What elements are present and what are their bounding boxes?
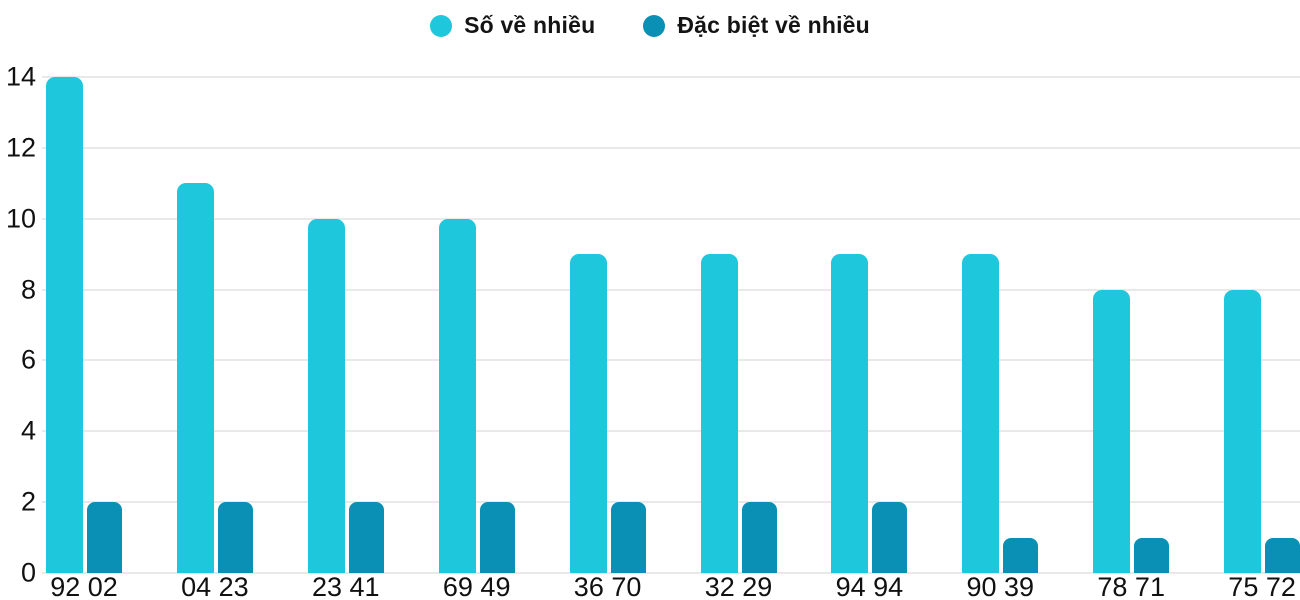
x-tick-label: 04 23 xyxy=(181,572,249,600)
bar-đặc-biệt-về-nhiều-90-39 xyxy=(1003,537,1039,573)
legend-label: Số về nhiều xyxy=(464,12,596,38)
x-tick-label: 69 49 xyxy=(442,572,511,600)
bar-số-về-nhiều-04-23 xyxy=(176,183,214,573)
bar-đặc-biệt-về-nhiều-92-02 xyxy=(87,502,122,573)
x-tick-label: 75 72 xyxy=(1228,572,1296,600)
gridline xyxy=(42,359,1300,362)
gridline xyxy=(42,572,1300,574)
y-tick-label: 4 xyxy=(20,415,36,446)
y-tick-label: 6 xyxy=(20,344,36,375)
gridline xyxy=(42,146,1300,149)
x-tick-label: 23 41 xyxy=(312,572,380,600)
x-tick-label: 36 70 xyxy=(573,572,642,600)
gridline xyxy=(42,501,1300,504)
x-tick-label: 90 39 xyxy=(966,572,1035,600)
y-tick-label: 14 xyxy=(5,61,36,92)
legend-dot-icon xyxy=(430,14,453,37)
bar-số-về-nhiều-23-41 xyxy=(307,218,345,573)
bar-số-về-nhiều-90-39 xyxy=(962,254,1000,573)
x-tick-label: 94 94 xyxy=(835,572,904,600)
bar-số-về-nhiều-75-72 xyxy=(1224,289,1262,573)
bar-số-về-nhiều-92-02 xyxy=(46,77,83,573)
x-tick-label: 78 71 xyxy=(1097,572,1165,600)
legend-dot-icon xyxy=(643,14,666,37)
y-tick-label: 2 xyxy=(20,486,36,517)
bar-số-về-nhiều-78-71 xyxy=(1093,289,1131,573)
bar-đặc-biệt-về-nhiều-04-23 xyxy=(217,502,253,573)
x-tick-label: 32 29 xyxy=(704,572,773,600)
bar-số-về-nhiều-32-29 xyxy=(700,254,738,573)
gridline xyxy=(42,217,1300,220)
bar-đặc-biệt-về-nhiều-75-72 xyxy=(1265,537,1300,573)
y-tick-label: 12 xyxy=(5,132,36,163)
y-tick-label: 0 xyxy=(20,557,36,588)
gridline xyxy=(42,288,1300,291)
bar-số-về-nhiều-94-94 xyxy=(831,254,869,573)
bar-đặc-biệt-về-nhiều-23-41 xyxy=(348,502,384,573)
bar-số-về-nhiều-36-70 xyxy=(569,254,607,573)
bar-đặc-biệt-về-nhiều-32-29 xyxy=(741,502,777,573)
legend-label: Đặc biệt về nhiều xyxy=(677,12,870,38)
bar-đặc-biệt-về-nhiều-78-71 xyxy=(1134,537,1170,573)
gridline xyxy=(42,430,1300,433)
x-tick-label: 92 02 xyxy=(50,572,118,600)
bar-đặc-biệt-về-nhiều-69-49 xyxy=(479,502,515,573)
y-tick-label: 10 xyxy=(5,203,36,234)
gridline xyxy=(42,76,1300,78)
legend-item-0[interactable]: Số về nhiều xyxy=(430,12,595,39)
y-tick-label: 8 xyxy=(20,274,36,305)
legend-item-1[interactable]: Đặc biệt về nhiều xyxy=(643,12,870,39)
chart-legend: Số về nhiều Đặc biệt về nhiều xyxy=(0,12,1300,39)
bar-số-về-nhiều-69-49 xyxy=(438,218,476,573)
bar-đặc-biệt-về-nhiều-36-70 xyxy=(610,502,646,573)
bar-đặc-biệt-về-nhiều-94-94 xyxy=(872,502,908,573)
